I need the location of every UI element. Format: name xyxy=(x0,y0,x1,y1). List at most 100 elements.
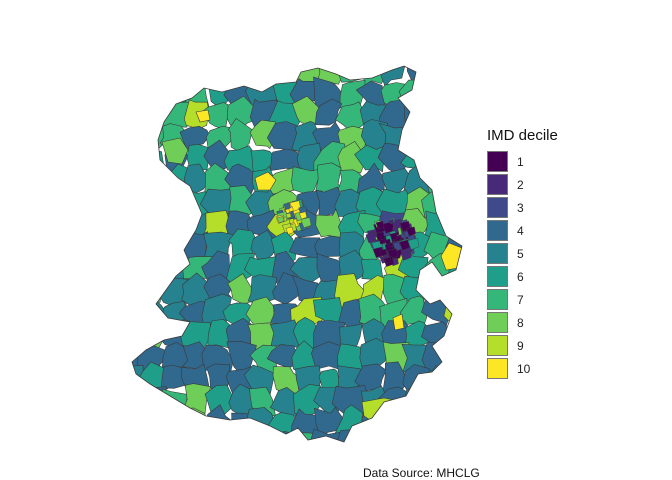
urban-district-polygon xyxy=(384,257,392,264)
legend-swatch xyxy=(487,289,508,310)
district-polygon xyxy=(402,425,430,442)
district-polygon xyxy=(404,120,433,154)
district-polygon xyxy=(225,253,255,283)
district-polygon xyxy=(422,142,453,175)
district-polygon xyxy=(228,117,255,154)
district-polygon xyxy=(137,82,170,112)
district-polygon xyxy=(137,66,168,90)
district-polygon xyxy=(445,77,462,110)
district-polygon xyxy=(132,323,150,351)
district-polygon xyxy=(142,406,169,437)
district-polygon xyxy=(339,323,363,351)
district-polygon xyxy=(442,337,462,376)
district-polygon xyxy=(244,66,280,87)
district-polygon xyxy=(140,280,163,307)
legend-swatch xyxy=(487,266,508,287)
district-polygon xyxy=(354,144,389,173)
urban-district-polygon xyxy=(389,232,398,241)
district-polygon xyxy=(442,144,462,176)
district-polygon xyxy=(181,426,213,442)
district-polygon xyxy=(359,429,392,442)
urban-district-polygon xyxy=(285,212,292,219)
district-polygon xyxy=(132,120,148,154)
legend-label: 5 xyxy=(517,246,524,261)
legend-item: 10 xyxy=(487,357,558,380)
district-polygon xyxy=(137,250,169,284)
district-polygon xyxy=(132,425,146,442)
district-polygon xyxy=(378,429,412,442)
county-outline xyxy=(131,65,463,443)
district-polygon xyxy=(200,66,236,87)
legend-swatch xyxy=(487,243,508,264)
district-polygon xyxy=(132,383,146,416)
urban-district-polygon xyxy=(283,202,291,211)
district-polygon xyxy=(444,407,462,439)
district-polygon xyxy=(441,121,462,150)
district-polygon xyxy=(314,98,343,126)
district-polygon xyxy=(291,166,324,196)
urban-district-polygon xyxy=(406,226,416,237)
district-polygon xyxy=(132,362,144,393)
district-polygon xyxy=(132,272,143,309)
district-polygon xyxy=(208,430,234,442)
legend-label: 2 xyxy=(517,177,524,192)
urban-district-polygon xyxy=(300,217,312,229)
district-polygon xyxy=(250,229,278,266)
urban-district-polygon xyxy=(402,251,412,260)
district-polygon xyxy=(443,95,462,134)
district-polygon xyxy=(137,190,170,220)
district-polygon xyxy=(133,431,168,442)
legend-swatch xyxy=(487,312,508,333)
urban-district-polygon xyxy=(407,238,420,250)
district-polygon xyxy=(422,66,456,84)
urban-district-polygon xyxy=(399,239,410,251)
legend-item: 6 xyxy=(487,265,558,288)
district-polygon xyxy=(335,101,366,134)
legend-label: 8 xyxy=(517,315,524,330)
legend-label: 10 xyxy=(517,361,531,376)
district-polygon xyxy=(162,211,191,245)
district-polygon xyxy=(137,210,169,240)
district-polygon xyxy=(273,430,299,442)
district-polygon xyxy=(359,337,389,374)
urban-district-polygon xyxy=(288,218,295,225)
legend-item: 9 xyxy=(487,334,558,357)
district-polygon xyxy=(382,361,409,395)
legend-swatch xyxy=(487,335,508,356)
district-polygon xyxy=(381,167,413,197)
district-polygon xyxy=(425,381,456,418)
legend-item: 2 xyxy=(487,173,558,196)
legend-swatch xyxy=(487,220,508,241)
urban-district-polygon xyxy=(387,248,399,259)
district-polygon xyxy=(380,408,411,436)
district-polygon xyxy=(132,167,149,196)
district-polygon xyxy=(132,231,147,262)
district-polygon xyxy=(132,184,146,222)
legend: IMD decile 1 2 3 4 5 6 7 8 9 10 xyxy=(487,127,558,380)
urban-district-polygon xyxy=(365,232,377,244)
district-polygon xyxy=(137,232,168,261)
legend-item: 3 xyxy=(487,196,558,219)
urban-district-polygon xyxy=(375,220,385,230)
district-polygon xyxy=(426,428,453,442)
district-polygon xyxy=(228,66,254,90)
district-polygon xyxy=(423,99,458,128)
district-polygon xyxy=(161,137,189,165)
district-polygon xyxy=(249,119,276,150)
urban-district-polygon xyxy=(379,248,388,257)
legend-swatch xyxy=(487,174,508,195)
district-polygon xyxy=(445,427,462,442)
district-polygon xyxy=(136,299,166,329)
district-polygon xyxy=(157,425,187,442)
district-polygon xyxy=(337,141,368,174)
district-polygon xyxy=(161,184,193,218)
district-polygon xyxy=(132,294,147,328)
district-polygon xyxy=(245,435,281,442)
district-polygon xyxy=(132,252,148,281)
legend-label: 4 xyxy=(517,223,524,238)
legend-label: 6 xyxy=(517,269,524,284)
district-polygon xyxy=(420,77,451,109)
legend-item: 4 xyxy=(487,219,558,242)
district-polygon xyxy=(443,388,462,417)
urban-district-polygon xyxy=(375,231,385,242)
